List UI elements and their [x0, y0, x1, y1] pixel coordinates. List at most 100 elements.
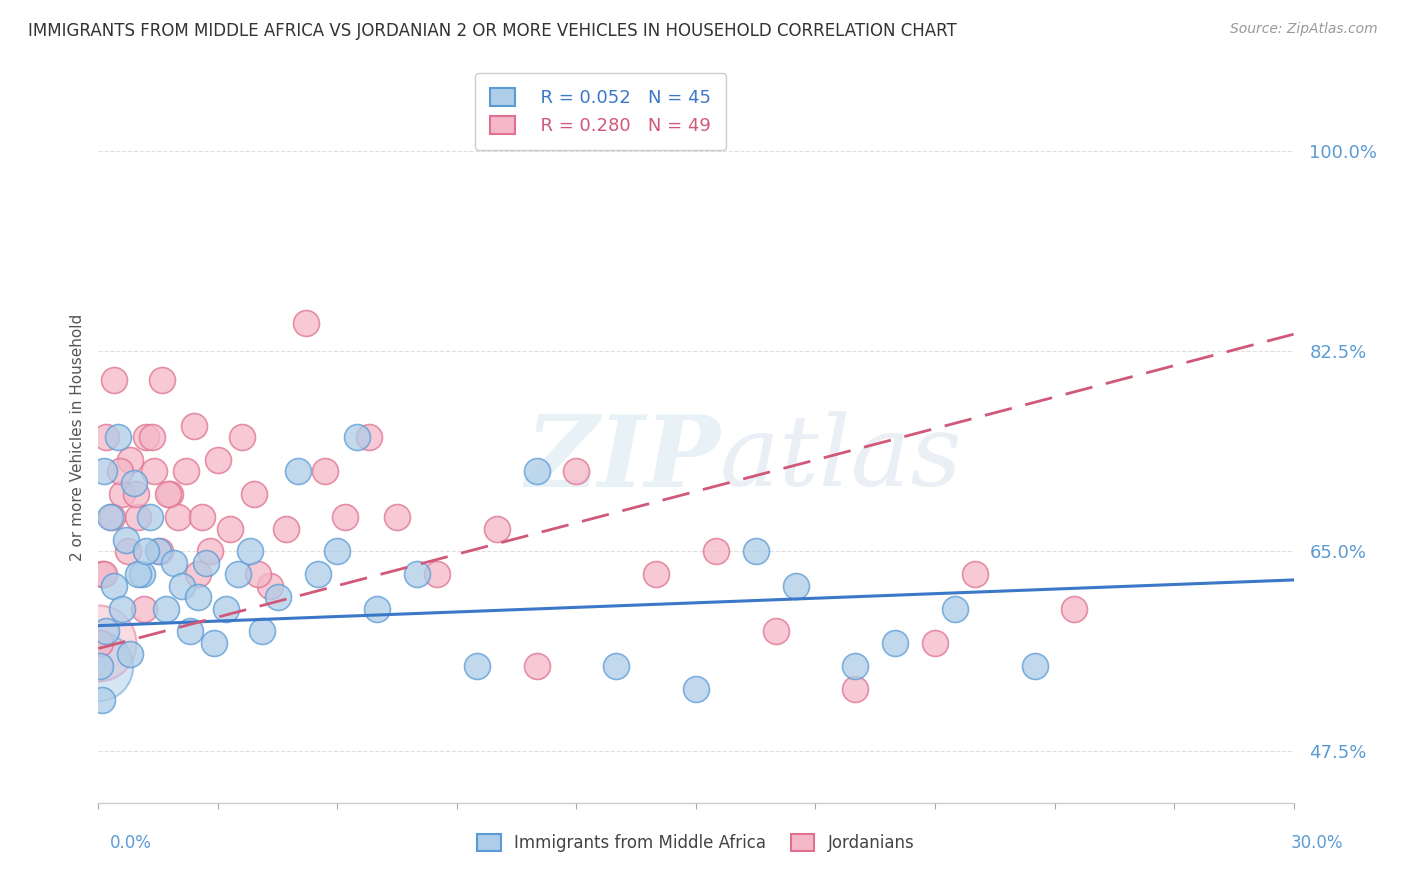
Point: [111, 601, 134, 615]
Point: [287, 464, 309, 478]
Point: [110, 464, 132, 478]
Point: [526, 464, 548, 478]
Point: [250, 624, 273, 639]
Point: [526, 658, 548, 673]
Point: [134, 601, 156, 615]
Point: [239, 544, 262, 558]
Point: [685, 681, 707, 696]
Point: [1182, 830, 1205, 844]
Point: [645, 567, 668, 582]
Point: [963, 567, 986, 582]
Point: [127, 510, 149, 524]
Point: [143, 464, 166, 478]
Point: [1024, 658, 1046, 673]
Point: [89, 658, 111, 673]
Point: [135, 430, 157, 444]
Point: [191, 510, 214, 524]
Point: [157, 487, 180, 501]
Point: [1063, 601, 1085, 615]
Point: [565, 464, 588, 478]
Point: [485, 521, 508, 535]
Point: [150, 373, 173, 387]
Point: [125, 487, 148, 501]
Point: [103, 373, 125, 387]
Point: [785, 579, 807, 593]
Text: 0.0%: 0.0%: [110, 834, 152, 852]
Point: [366, 601, 388, 615]
Point: [172, 579, 194, 593]
Text: IMMIGRANTS FROM MIDDLE AFRICA VS JORDANIAN 2 OR MORE VEHICLES IN HOUSEHOLD CORRE: IMMIGRANTS FROM MIDDLE AFRICA VS JORDANI…: [28, 22, 957, 40]
Point: [294, 316, 316, 330]
Point: [131, 567, 153, 582]
Point: [163, 556, 186, 570]
Point: [246, 567, 269, 582]
Y-axis label: 2 or more Vehicles in Household: 2 or more Vehicles in Household: [69, 313, 84, 561]
Point: [141, 430, 163, 444]
Point: [465, 658, 488, 673]
Point: [111, 487, 134, 501]
Point: [198, 544, 221, 558]
Point: [844, 681, 866, 696]
Point: [87, 636, 110, 650]
Point: [135, 544, 157, 558]
Text: ZIP: ZIP: [524, 411, 720, 508]
Point: [765, 624, 787, 639]
Point: [219, 521, 242, 535]
Point: [226, 567, 249, 582]
Point: [307, 567, 329, 582]
Point: [120, 647, 142, 661]
Point: [259, 579, 281, 593]
Text: atlas: atlas: [720, 411, 963, 507]
Text: Source: ZipAtlas.com: Source: ZipAtlas.com: [1230, 22, 1378, 37]
Point: [159, 487, 181, 501]
Point: [107, 430, 129, 444]
Point: [179, 624, 201, 639]
Point: [267, 590, 290, 604]
Point: [195, 556, 218, 570]
Point: [93, 464, 115, 478]
Point: [704, 544, 727, 558]
Point: [202, 636, 225, 650]
Point: [215, 601, 238, 615]
Point: [187, 567, 209, 582]
Point: [103, 579, 125, 593]
Point: [91, 567, 114, 582]
Point: [243, 487, 266, 501]
Point: [87, 658, 110, 673]
Point: [745, 544, 768, 558]
Point: [924, 636, 946, 650]
Point: [385, 510, 409, 524]
Point: [844, 658, 866, 673]
Point: [274, 521, 297, 535]
Point: [149, 544, 172, 558]
Point: [167, 510, 190, 524]
Point: [96, 430, 118, 444]
Point: [406, 567, 429, 582]
Point: [155, 601, 177, 615]
Point: [127, 567, 149, 582]
Point: [207, 453, 229, 467]
Point: [183, 418, 205, 433]
Point: [120, 453, 142, 467]
Point: [148, 544, 170, 558]
Point: [187, 590, 209, 604]
Point: [326, 544, 349, 558]
Point: [174, 464, 197, 478]
Point: [93, 567, 115, 582]
Point: [335, 510, 357, 524]
Point: [98, 510, 122, 524]
Point: [346, 430, 368, 444]
Point: [943, 601, 966, 615]
Point: [359, 430, 381, 444]
Point: [101, 510, 124, 524]
Point: [91, 693, 114, 707]
Point: [605, 658, 627, 673]
Point: [96, 624, 118, 639]
Point: [139, 510, 162, 524]
Point: [124, 475, 146, 490]
Point: [315, 464, 337, 478]
Point: [115, 533, 138, 547]
Legend: Immigrants from Middle Africa, Jordanians: Immigrants from Middle Africa, Jordanian…: [470, 825, 922, 860]
Text: 30.0%: 30.0%: [1291, 834, 1343, 852]
Point: [117, 544, 139, 558]
